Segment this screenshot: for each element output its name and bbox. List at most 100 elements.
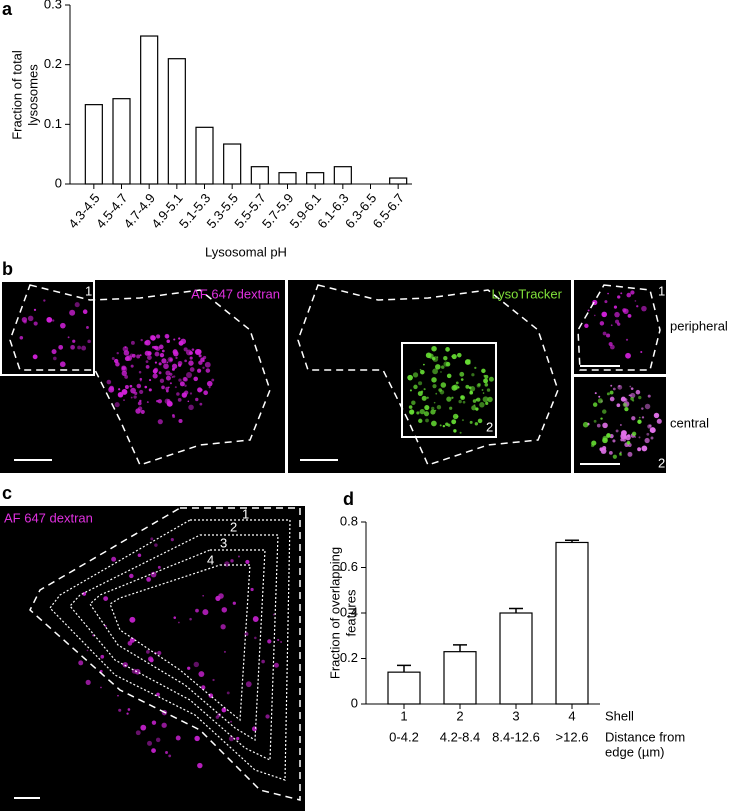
- punctum: [634, 300, 637, 302]
- punctum: [86, 649, 89, 652]
- punctum: [163, 363, 169, 370]
- punctum: [477, 418, 483, 424]
- bar: [167, 58, 186, 185]
- punctum: [476, 397, 481, 402]
- punctum: [619, 452, 622, 455]
- y-axis-label: Fraction of total: [9, 50, 24, 140]
- punctum: [451, 353, 457, 360]
- punctum: [33, 308, 37, 312]
- punctum: [67, 336, 70, 339]
- punctum: [159, 352, 165, 358]
- punctum: [161, 358, 167, 364]
- punctum: [280, 641, 282, 643]
- punctum: [123, 350, 130, 356]
- punctum: [197, 368, 202, 373]
- punctum: [175, 356, 178, 359]
- punctum: [232, 601, 236, 605]
- punctum: [484, 374, 489, 379]
- punctum: [129, 616, 136, 623]
- bar: [84, 104, 103, 185]
- punctum: [136, 354, 141, 359]
- x-tick-sublabel: 4.2-8.4: [440, 729, 480, 744]
- punctum: [177, 361, 183, 366]
- punctum: [481, 368, 486, 374]
- punctum: [440, 382, 447, 388]
- punctum: [647, 394, 651, 398]
- punctum: [135, 408, 141, 414]
- punctum: [69, 309, 76, 316]
- punctum: [111, 357, 115, 360]
- outline: [29, 507, 301, 801]
- punctum: [628, 394, 631, 397]
- punctum: [58, 344, 64, 350]
- punctum: [186, 372, 193, 379]
- punctum: [277, 638, 280, 642]
- punctum: [117, 391, 124, 398]
- punctum: [468, 386, 472, 390]
- punctum: [161, 722, 167, 728]
- punctum: [254, 636, 257, 640]
- punctum: [170, 538, 174, 542]
- punctum: [482, 396, 489, 403]
- punctum: [178, 621, 180, 624]
- punctum: [409, 389, 412, 392]
- punctum: [635, 389, 641, 395]
- punctum: [46, 316, 53, 323]
- punctum: [459, 431, 462, 434]
- punctum: [19, 336, 24, 340]
- punctum: [187, 400, 190, 403]
- punctum: [198, 671, 205, 678]
- punctum: [151, 748, 156, 754]
- punctum: [617, 295, 621, 299]
- punctum: [158, 344, 164, 350]
- punctum: [423, 363, 425, 366]
- punctum: [462, 400, 466, 404]
- punctum: [164, 333, 170, 339]
- punctum: [609, 396, 615, 402]
- punctum: [197, 387, 203, 393]
- punctum: [136, 383, 142, 389]
- punctum: [261, 659, 265, 664]
- punctum: [166, 339, 171, 344]
- punctum: [644, 403, 651, 410]
- punctum: [629, 385, 632, 388]
- shell: [109, 564, 251, 722]
- punctum: [114, 358, 119, 364]
- punctum: [224, 561, 230, 567]
- punctum: [445, 347, 450, 352]
- punctum: [118, 708, 122, 712]
- punctum: [598, 395, 601, 398]
- outline: [297, 284, 559, 466]
- punctum: [108, 386, 115, 393]
- punctum: [485, 401, 489, 405]
- punctum: [172, 413, 175, 417]
- punctum: [139, 389, 144, 395]
- punctum: [200, 357, 205, 362]
- inset-box: [401, 342, 497, 438]
- punctum: [451, 396, 454, 399]
- punctum: [481, 389, 484, 391]
- punctum: [629, 392, 636, 399]
- punctum: [140, 409, 145, 414]
- punctum: [641, 305, 647, 312]
- punctum: [590, 443, 595, 448]
- punctum: [166, 361, 169, 364]
- punctum: [127, 708, 131, 711]
- punctum: [419, 408, 425, 415]
- punctum: [592, 402, 598, 407]
- punctum: [602, 331, 607, 336]
- punctum: [189, 392, 193, 395]
- panel-label: a: [2, 0, 13, 19]
- punctum: [165, 370, 171, 376]
- shell-number: 4: [207, 552, 214, 567]
- punctum: [220, 624, 226, 630]
- punctum: [423, 411, 430, 417]
- punctum: [452, 384, 459, 390]
- inset-number: 1: [658, 283, 665, 298]
- punctum: [184, 384, 187, 387]
- punctum: [610, 344, 615, 350]
- punctum: [154, 543, 158, 547]
- punctum: [78, 660, 84, 666]
- punctum: [431, 377, 437, 383]
- punctum: [607, 292, 609, 295]
